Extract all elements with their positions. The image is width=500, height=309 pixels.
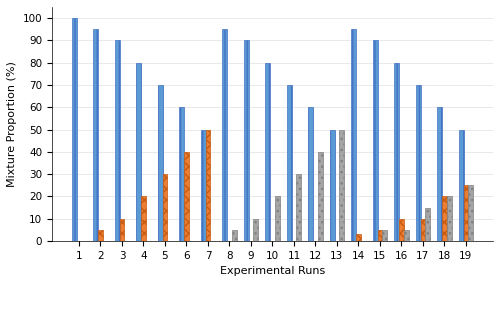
Bar [115,40,119,241]
Bar [184,152,189,241]
Bar [330,129,334,241]
Bar [296,174,301,241]
Bar [287,85,292,241]
Bar [136,63,141,241]
Bar [94,29,98,241]
Bar [254,219,258,241]
Bar [447,197,452,241]
Bar [378,230,382,241]
Bar [420,219,426,241]
Bar [426,208,430,241]
Bar [222,29,227,241]
Bar [244,40,248,241]
Bar [416,85,420,241]
Bar [158,85,162,241]
Bar [394,63,399,241]
Bar [404,230,408,241]
Bar [206,129,210,241]
Bar [382,230,387,241]
Bar [180,107,184,241]
Bar [468,185,473,241]
X-axis label: Experimental Runs: Experimental Runs [220,266,325,276]
Bar [340,129,344,241]
Bar [141,197,146,241]
Bar [275,197,280,241]
Bar [201,129,205,241]
Bar [120,219,124,241]
Bar [438,107,442,241]
Bar [459,129,464,241]
Bar [442,197,447,241]
Bar [98,230,103,241]
Bar [318,152,322,241]
Bar [308,107,313,241]
Bar [72,18,76,241]
Bar [162,174,168,241]
Bar [352,29,356,241]
Bar [356,234,361,241]
Bar [232,230,236,241]
Bar [266,63,270,241]
Y-axis label: Mixture Proportion (%): Mixture Proportion (%) [7,61,17,187]
Bar [464,185,468,241]
Bar [373,40,378,241]
Bar [399,219,404,241]
